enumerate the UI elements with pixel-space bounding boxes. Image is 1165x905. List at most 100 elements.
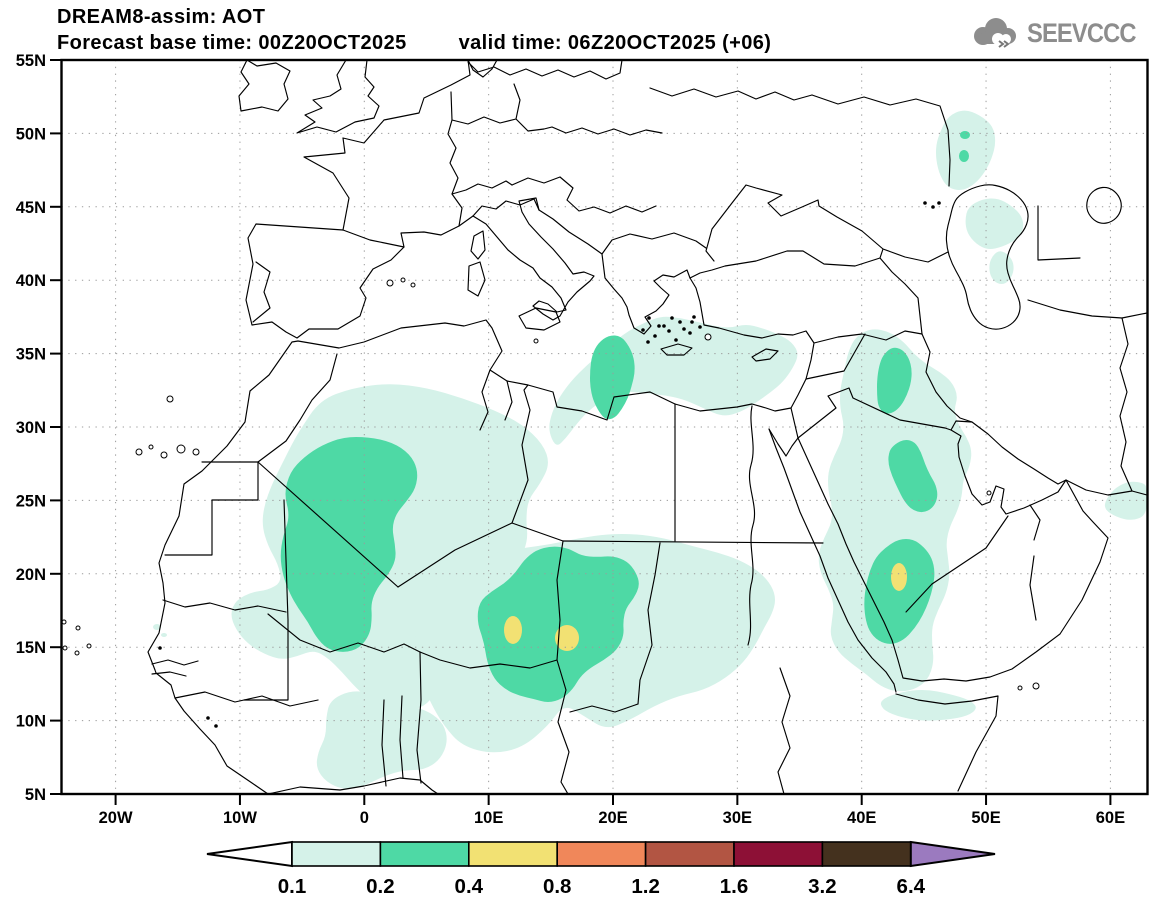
small-island [533, 338, 539, 344]
island-speck [692, 315, 696, 319]
island-speck [670, 316, 674, 320]
coast-corsica [470, 230, 486, 260]
aot-region-sidra-core [590, 335, 635, 420]
colorbar-label: 1.6 [720, 875, 749, 898]
island-speck [698, 325, 702, 329]
border-mali-burkina-niger [267, 613, 421, 653]
axis-ticks [50, 59, 1112, 805]
plot-title: DREAM8-assim: AOT [57, 6, 266, 28]
island-speck [674, 338, 678, 342]
small-island [148, 444, 154, 450]
colorbar-arrow-below [206, 840, 293, 868]
island-speck [667, 329, 671, 333]
colorbar-label: 0.1 [278, 875, 307, 898]
coast-red-sea-african [768, 428, 897, 693]
border-turkey-syria [813, 330, 923, 344]
island-speck [158, 646, 162, 650]
logo-text: SEEVCCC [1027, 17, 1137, 48]
aot-max-yellow-chad-east [555, 625, 579, 651]
lat-label: 30N [16, 419, 46, 437]
colorbar-label: 0.4 [455, 875, 484, 898]
border-oman-yemen [1029, 555, 1037, 621]
island-speck [688, 331, 692, 335]
coast-aral-sea [1086, 186, 1122, 224]
aot-max-yellow-saudi [891, 563, 907, 591]
border-turkey-iran [879, 257, 923, 335]
border-nigeria-cameroon [556, 659, 570, 794]
plot-subtitle: Forecast base time: 00Z20OCT2025 valid ti… [57, 32, 771, 55]
small-island [75, 625, 81, 631]
border-uae-oman [1029, 504, 1041, 541]
aot-max-yellow-chad-west [504, 616, 522, 644]
lon-label: 10W [223, 809, 257, 827]
lon-label: 0 [360, 809, 369, 827]
aot-region-chad-core [477, 546, 639, 702]
colorbar: 0.1 0.2 0.4 0.8 1.2 1.6 3.2 6.4 [206, 840, 996, 898]
coast-makran [1065, 479, 1148, 496]
border-iran-turkmenistan [1027, 299, 1148, 319]
colorbar-label: 6.4 [897, 875, 926, 898]
lon-label: 40E [847, 809, 876, 827]
coast-cyprus [751, 348, 779, 362]
coast-balkans-greece [538, 209, 691, 335]
island-speck [647, 316, 651, 320]
seevccc-logo: SEEVCCC [970, 16, 1151, 50]
island-speck [662, 324, 666, 328]
border-romania-bulgaria [601, 232, 707, 255]
island-speck [657, 324, 661, 328]
lat-label: 35N [16, 346, 46, 364]
lon-label: 20W [99, 809, 133, 827]
border-saudi-oman [931, 515, 1009, 585]
colorbar-segment [556, 841, 647, 867]
coast-sinai [768, 428, 799, 457]
small-island [192, 448, 200, 456]
aot-region-iraq-core [877, 347, 912, 414]
lon-label: 10E [474, 809, 503, 827]
small-island [986, 490, 992, 496]
border-alps [472, 198, 540, 217]
border-tunisia-libya [504, 380, 513, 421]
plot-titles: DREAM8-assim: AOT Forecast base time: 00… [57, 6, 771, 55]
lat-label: 40N [16, 272, 46, 290]
small-island [62, 645, 68, 651]
coast-arabian-peninsula [797, 420, 1109, 682]
border-niger-libya [511, 522, 564, 542]
small-island [86, 643, 92, 649]
colorbar-label: 1.2 [631, 875, 660, 898]
aot-region-mediterranean-light [549, 316, 798, 445]
colorbar-segment [379, 841, 470, 867]
small-island [74, 650, 80, 656]
aot-region-kazakhstan-light [936, 110, 996, 190]
colorbar-label: 0.2 [366, 875, 395, 898]
aot-region-east-edge-light [1104, 481, 1147, 520]
small-island [386, 279, 394, 287]
border-russia-kazakhstan [811, 94, 951, 187]
coast-black-sea [689, 184, 884, 279]
island-speck [646, 340, 650, 344]
aot-dot-cyan-senegal-1 [153, 624, 161, 630]
coast-great-britain [296, 60, 380, 134]
lon-label: 50E [971, 809, 1000, 827]
island-speck [923, 201, 927, 205]
coastlines-borders [61, 60, 1148, 794]
colorbar-label: 3.2 [808, 875, 837, 898]
border-sudan-ethiopia [777, 667, 791, 794]
colorbar-segment [644, 841, 735, 867]
border-ukraine-russia [649, 87, 813, 101]
river-gambia [151, 659, 199, 677]
border-jordan-saudi-iraq [797, 387, 952, 439]
border-central-asia [1037, 205, 1081, 261]
coast-crete [660, 343, 693, 356]
aot-dot-teal-kazakh-2 [959, 150, 969, 162]
coast-baltic [467, 60, 623, 80]
border-saudi-yemen [905, 583, 933, 613]
aot-region-yemen-light [880, 689, 976, 721]
border-iran-afghanistan [1119, 317, 1133, 492]
forecast-base-time: Forecast base time: 00Z20OCT2025 [57, 32, 407, 54]
coast-gulf-of-guinea [267, 777, 439, 794]
border-caucasus [882, 248, 949, 263]
border-niger-nigeria [419, 651, 558, 669]
island-speck [653, 334, 657, 338]
island-speck [931, 205, 935, 209]
